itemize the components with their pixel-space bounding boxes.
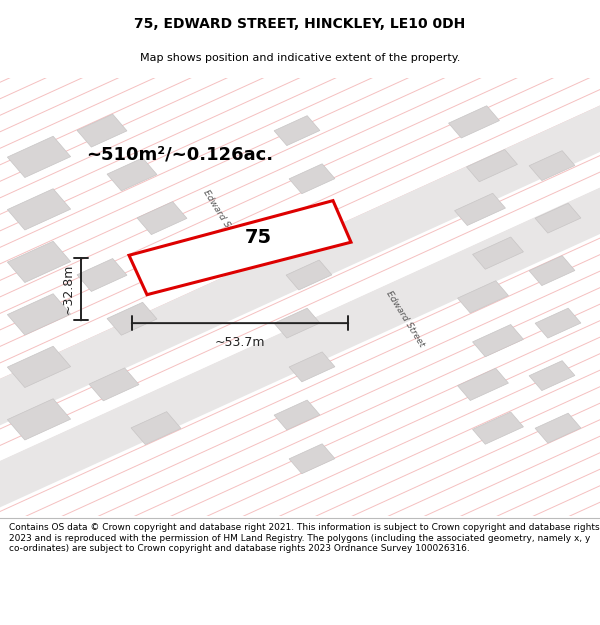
Text: Map shows position and indicative extent of the property.: Map shows position and indicative extent… bbox=[140, 53, 460, 63]
Polygon shape bbox=[274, 116, 320, 146]
Polygon shape bbox=[7, 241, 71, 282]
Polygon shape bbox=[455, 193, 505, 226]
Polygon shape bbox=[529, 256, 575, 286]
Text: ~53.7m: ~53.7m bbox=[215, 336, 265, 349]
Polygon shape bbox=[289, 444, 335, 474]
Polygon shape bbox=[7, 399, 71, 440]
Text: ~510m²/~0.126ac.: ~510m²/~0.126ac. bbox=[86, 146, 274, 164]
Polygon shape bbox=[286, 260, 332, 290]
Polygon shape bbox=[289, 352, 335, 382]
Polygon shape bbox=[473, 324, 523, 357]
Text: Edward Street: Edward Street bbox=[201, 189, 243, 248]
Text: Edward Street: Edward Street bbox=[384, 289, 426, 348]
Text: ~32.8m: ~32.8m bbox=[62, 264, 75, 314]
Polygon shape bbox=[7, 294, 71, 335]
Polygon shape bbox=[7, 136, 71, 178]
Polygon shape bbox=[131, 412, 181, 444]
Polygon shape bbox=[535, 413, 581, 443]
Polygon shape bbox=[7, 189, 71, 230]
Text: 75: 75 bbox=[244, 228, 272, 248]
Polygon shape bbox=[535, 203, 581, 233]
Polygon shape bbox=[107, 158, 157, 191]
Polygon shape bbox=[7, 346, 71, 388]
Polygon shape bbox=[274, 400, 320, 430]
Text: Contains OS data © Crown copyright and database right 2021. This information is : Contains OS data © Crown copyright and d… bbox=[9, 523, 599, 553]
Polygon shape bbox=[274, 308, 320, 338]
Polygon shape bbox=[77, 259, 127, 291]
Polygon shape bbox=[535, 308, 581, 338]
Polygon shape bbox=[458, 281, 508, 313]
Polygon shape bbox=[458, 368, 508, 401]
Polygon shape bbox=[107, 302, 157, 335]
Polygon shape bbox=[529, 361, 575, 391]
Polygon shape bbox=[473, 237, 523, 269]
Text: 75, EDWARD STREET, HINCKLEY, LE10 0DH: 75, EDWARD STREET, HINCKLEY, LE10 0DH bbox=[134, 17, 466, 31]
Polygon shape bbox=[529, 151, 575, 181]
Polygon shape bbox=[137, 202, 187, 234]
Polygon shape bbox=[271, 216, 317, 246]
Polygon shape bbox=[449, 106, 499, 138]
Polygon shape bbox=[129, 201, 351, 294]
Polygon shape bbox=[77, 114, 127, 147]
Polygon shape bbox=[289, 164, 335, 194]
Polygon shape bbox=[473, 412, 523, 444]
Polygon shape bbox=[467, 149, 517, 182]
Polygon shape bbox=[89, 368, 139, 401]
